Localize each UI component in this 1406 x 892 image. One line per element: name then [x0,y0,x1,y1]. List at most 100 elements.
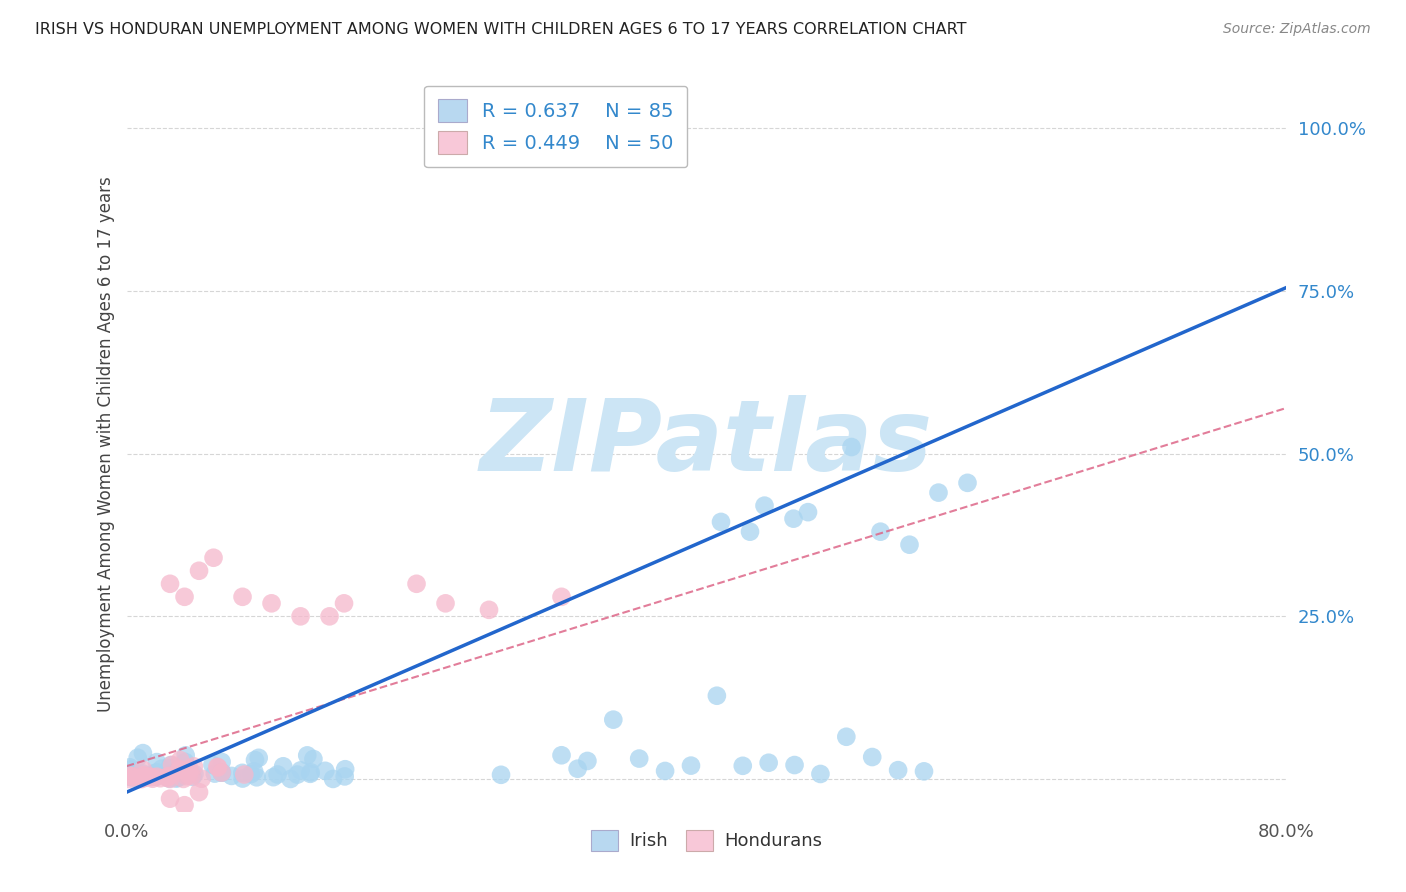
Point [233,767,256,781]
Point [159,576,181,591]
Point [132,771,155,785]
Point [145,770,167,784]
Point [167,765,190,780]
Point [179,762,201,776]
Point [243,764,266,779]
Point [280,772,302,786]
Point [211,755,233,769]
Point [731,759,754,773]
Point [405,576,427,591]
Point [172,772,194,786]
Point [231,590,254,604]
Point [174,748,197,763]
Point [183,767,205,781]
Point [127,750,149,764]
Point [169,770,191,784]
Point [145,769,167,783]
Point [887,763,910,777]
Point [190,772,212,786]
Point [835,730,858,744]
Point [149,771,172,785]
Y-axis label: Unemployment Among Women with Children Ages 6 to 17 years: Unemployment Among Women with Children A… [97,176,115,712]
Point [202,550,225,565]
Point [207,760,229,774]
Point [239,767,262,781]
Point [172,769,194,783]
Point [156,771,179,785]
Point [928,485,950,500]
Point [150,762,173,776]
Point [782,511,804,525]
Point [170,766,193,780]
Point [260,596,283,610]
Point [576,754,599,768]
Point [333,762,356,776]
Point [754,499,776,513]
Point [146,755,169,769]
Point [810,767,832,781]
Point [165,772,187,786]
Text: Source: ZipAtlas.com: Source: ZipAtlas.com [1223,22,1371,37]
Point [706,689,728,703]
Point [841,440,863,454]
Point [758,756,780,770]
Point [139,770,162,784]
Point [142,772,165,786]
Point [145,765,167,780]
Point [120,767,142,781]
Point [188,785,211,799]
Point [247,751,270,765]
Point [204,766,226,780]
Point [201,758,224,772]
Point [231,765,253,780]
Point [120,763,142,777]
Point [122,769,145,783]
Point [285,767,308,781]
Point [797,505,820,519]
Point [173,798,195,813]
Point [211,765,233,780]
Point [118,760,141,774]
Point [169,763,191,777]
Point [738,524,761,539]
Point [550,748,572,763]
Point [120,769,142,783]
Point [132,746,155,760]
Point [157,769,180,783]
Point [333,769,356,783]
Point [160,757,183,772]
Point [860,750,883,764]
Legend: Irish, Hondurans: Irish, Hondurans [583,822,830,858]
Point [211,765,233,780]
Point [679,758,702,772]
Point [290,609,312,624]
Point [157,766,180,780]
Point [297,748,319,763]
Point [602,713,624,727]
Point [181,770,204,784]
Point [567,762,589,776]
Point [333,596,356,610]
Point [956,475,979,490]
Point [869,524,891,539]
Point [654,764,676,778]
Point [176,769,198,783]
Point [134,769,156,783]
Point [912,764,935,779]
Point [177,768,200,782]
Point [173,590,195,604]
Point [318,609,340,624]
Point [299,767,322,781]
Point [783,758,806,772]
Point [159,758,181,772]
Point [183,759,205,773]
Point [159,770,181,784]
Point [159,761,181,775]
Point [266,767,288,781]
Point [118,770,141,784]
Point [898,538,921,552]
Point [243,753,266,767]
Text: ZIPatlas: ZIPatlas [479,395,934,492]
Point [434,596,457,610]
Point [302,752,325,766]
